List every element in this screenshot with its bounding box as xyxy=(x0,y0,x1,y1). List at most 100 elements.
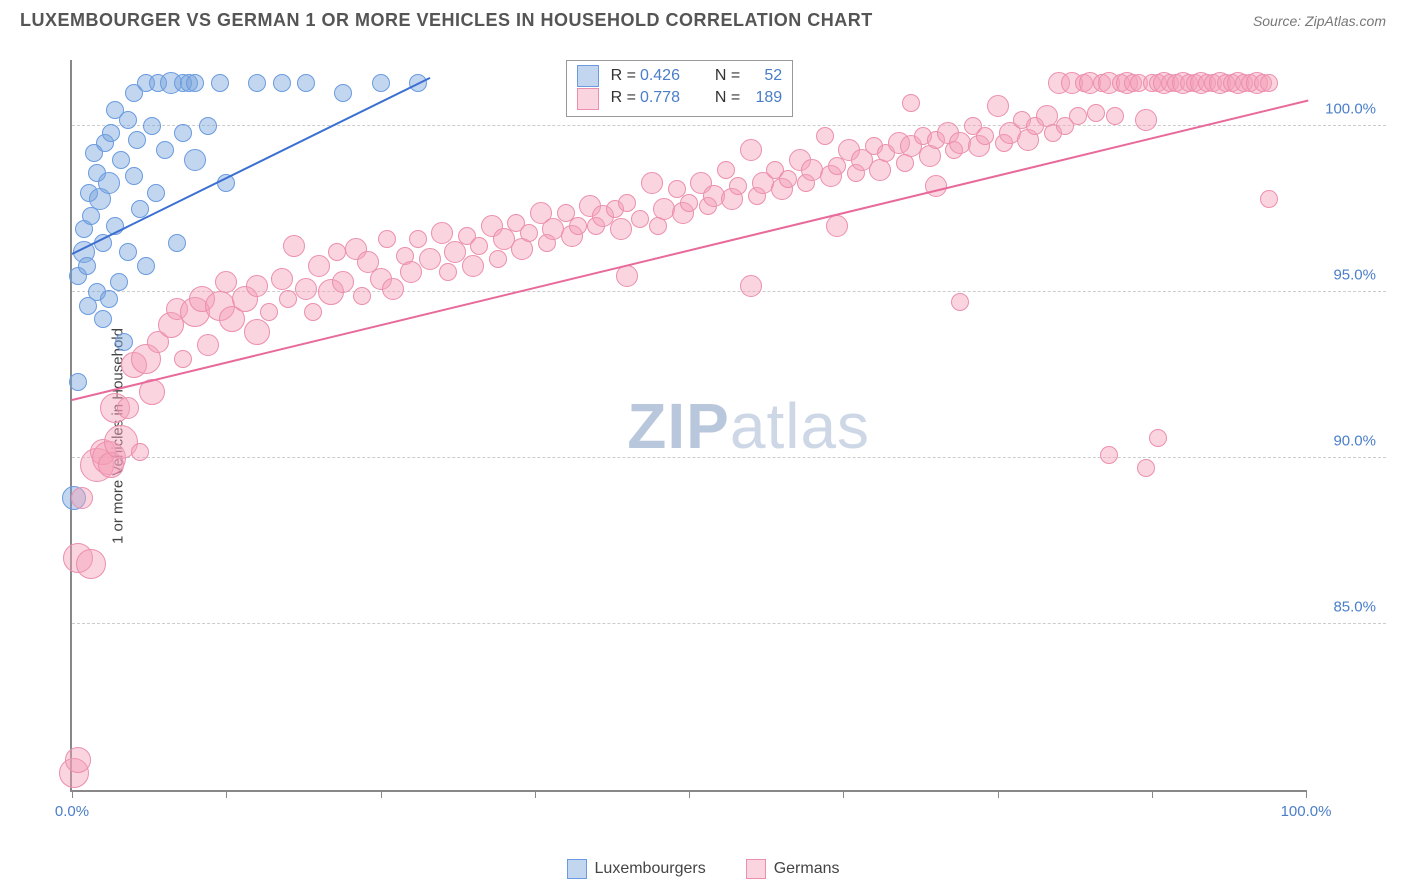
plot-area: ZIPatlas R = 0.426 N = 52R = 0.778 N = 1… xyxy=(70,60,1306,792)
y-tick-label: 85.0% xyxy=(1333,599,1376,616)
x-tick xyxy=(998,790,999,798)
x-tick xyxy=(226,790,227,798)
gridline xyxy=(72,125,1386,126)
scatter-point xyxy=(328,243,346,261)
scatter-point xyxy=(332,271,354,293)
scatter-point xyxy=(71,487,93,509)
scatter-point xyxy=(826,215,848,237)
scatter-point xyxy=(174,124,192,142)
scatter-point xyxy=(1260,190,1278,208)
scatter-point xyxy=(729,177,747,195)
stats-legend-row: R = 0.778 N = 189 xyxy=(577,87,783,109)
scatter-point xyxy=(98,172,120,194)
scatter-point xyxy=(489,250,507,268)
scatter-point xyxy=(143,117,161,135)
scatter-point xyxy=(439,263,457,281)
scatter-point xyxy=(273,74,291,92)
watermark: ZIPatlas xyxy=(627,389,870,463)
y-tick-label: 100.0% xyxy=(1325,101,1376,118)
stats-legend-row: R = 0.426 N = 52 xyxy=(577,65,783,87)
scatter-point xyxy=(131,443,149,461)
chart-header: LUXEMBOURGER VS GERMAN 1 OR MORE VEHICLE… xyxy=(0,0,1406,35)
scatter-point xyxy=(156,141,174,159)
scatter-point xyxy=(186,74,204,92)
scatter-point xyxy=(102,124,120,142)
scatter-point xyxy=(76,549,106,579)
scatter-point xyxy=(641,172,663,194)
series-legend-label: Germans xyxy=(774,860,840,878)
scatter-point xyxy=(353,287,371,305)
scatter-point xyxy=(211,74,229,92)
scatter-point xyxy=(297,74,315,92)
scatter-point xyxy=(902,94,920,112)
scatter-point xyxy=(125,167,143,185)
scatter-point xyxy=(110,273,128,291)
stats-legend: R = 0.426 N = 52R = 0.778 N = 189 xyxy=(566,60,794,117)
legend-swatch xyxy=(577,65,599,87)
scatter-point xyxy=(462,255,484,277)
scatter-point xyxy=(680,194,698,212)
scatter-point xyxy=(618,194,636,212)
scatter-point xyxy=(117,397,139,419)
scatter-point xyxy=(308,255,330,277)
r-value: 0.426 xyxy=(640,65,698,87)
scatter-point xyxy=(115,333,133,351)
series-legend: Luxembourgers Germans xyxy=(0,859,1406,884)
scatter-point xyxy=(400,261,422,283)
scatter-point xyxy=(511,238,533,260)
scatter-point xyxy=(168,234,186,252)
scatter-point xyxy=(520,224,538,242)
scatter-point xyxy=(382,278,404,300)
scatter-point xyxy=(1100,446,1118,464)
n-label: N = xyxy=(715,87,740,109)
scatter-point xyxy=(119,111,137,129)
r-label: R = xyxy=(611,65,636,87)
scatter-point xyxy=(1087,104,1105,122)
scatter-point xyxy=(779,170,797,188)
scatter-point xyxy=(174,350,192,368)
scatter-point xyxy=(925,175,947,197)
scatter-point xyxy=(431,222,453,244)
scatter-point xyxy=(100,290,118,308)
scatter-point xyxy=(248,74,266,92)
scatter-point xyxy=(246,275,268,297)
gridline xyxy=(72,457,1386,458)
trend-line xyxy=(72,100,1308,401)
scatter-point xyxy=(919,145,941,167)
scatter-point xyxy=(569,217,587,235)
scatter-point xyxy=(271,268,293,290)
x-tick xyxy=(689,790,690,798)
x-tick xyxy=(535,790,536,798)
x-tick xyxy=(72,790,73,798)
scatter-point xyxy=(1149,429,1167,447)
scatter-point xyxy=(610,218,632,240)
scatter-point xyxy=(470,237,488,255)
scatter-point xyxy=(112,151,130,169)
scatter-point xyxy=(740,139,762,161)
scatter-point xyxy=(409,230,427,248)
scatter-point xyxy=(1260,74,1278,92)
y-tick-label: 90.0% xyxy=(1333,433,1376,450)
scatter-point xyxy=(199,117,217,135)
n-value: 52 xyxy=(744,65,782,87)
scatter-point xyxy=(1137,459,1155,477)
scatter-point xyxy=(94,310,112,328)
scatter-point xyxy=(334,84,352,102)
series-legend-item: Luxembourgers xyxy=(567,859,706,879)
x-tick xyxy=(1306,790,1307,798)
series-legend-label: Luxembourgers xyxy=(595,860,706,878)
scatter-point xyxy=(137,257,155,275)
scatter-point xyxy=(1135,109,1157,131)
scatter-point xyxy=(69,373,87,391)
r-label: R = xyxy=(611,87,636,109)
r-value: 0.778 xyxy=(640,87,698,109)
scatter-point xyxy=(279,290,297,308)
n-value: 189 xyxy=(744,87,782,109)
scatter-point xyxy=(976,127,994,145)
scatter-point xyxy=(717,161,735,179)
scatter-point xyxy=(372,74,390,92)
legend-swatch xyxy=(577,88,599,110)
scatter-point xyxy=(304,303,322,321)
scatter-point xyxy=(244,319,270,345)
x-tick xyxy=(843,790,844,798)
